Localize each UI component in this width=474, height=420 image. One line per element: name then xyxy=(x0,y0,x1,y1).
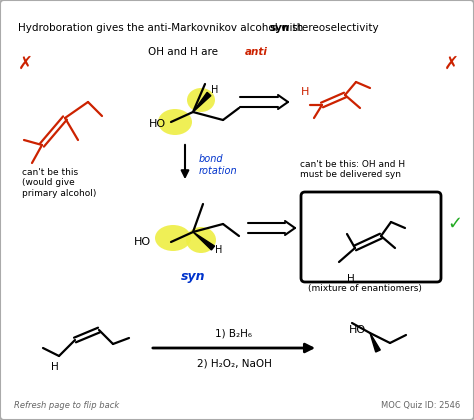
Text: MOC Quiz ID: 2546: MOC Quiz ID: 2546 xyxy=(381,401,460,410)
Ellipse shape xyxy=(155,225,191,251)
Text: stereoselectivity: stereoselectivity xyxy=(289,23,379,33)
Text: syn: syn xyxy=(181,270,206,283)
Text: Refresh page to flip back: Refresh page to flip back xyxy=(14,401,119,410)
Text: 1) B₂H₆: 1) B₂H₆ xyxy=(216,328,253,338)
Text: ✓: ✓ xyxy=(447,215,462,233)
Text: H: H xyxy=(347,274,355,284)
Text: bond
rotation: bond rotation xyxy=(199,154,237,176)
Text: H: H xyxy=(215,245,222,255)
Polygon shape xyxy=(193,232,215,250)
Text: H: H xyxy=(301,87,309,97)
FancyBboxPatch shape xyxy=(301,192,441,282)
Text: Hydroboration gives the anti-Markovnikov alcohol with: Hydroboration gives the anti-Markovnikov… xyxy=(18,23,307,33)
Text: ✗: ✗ xyxy=(18,55,33,73)
Ellipse shape xyxy=(187,88,215,112)
Text: (mixture of enantiomers): (mixture of enantiomers) xyxy=(308,284,422,293)
Text: ✗: ✗ xyxy=(444,55,459,73)
Text: HO: HO xyxy=(134,237,151,247)
Polygon shape xyxy=(370,333,380,352)
Ellipse shape xyxy=(158,109,192,135)
Text: OH and H are: OH and H are xyxy=(148,47,221,57)
Text: H: H xyxy=(211,85,219,95)
Text: syn: syn xyxy=(270,23,290,33)
Text: can't be this
(would give
primary alcohol): can't be this (would give primary alcoho… xyxy=(22,168,96,198)
Text: can't be this: OH and H
must be delivered syn: can't be this: OH and H must be delivere… xyxy=(300,160,405,179)
Text: 2) H₂O₂, NaOH: 2) H₂O₂, NaOH xyxy=(197,358,272,368)
Text: anti: anti xyxy=(245,47,268,57)
Text: HO: HO xyxy=(149,119,166,129)
Polygon shape xyxy=(193,92,211,112)
Text: HO: HO xyxy=(349,325,366,335)
Text: H: H xyxy=(51,362,59,372)
Ellipse shape xyxy=(186,227,216,253)
